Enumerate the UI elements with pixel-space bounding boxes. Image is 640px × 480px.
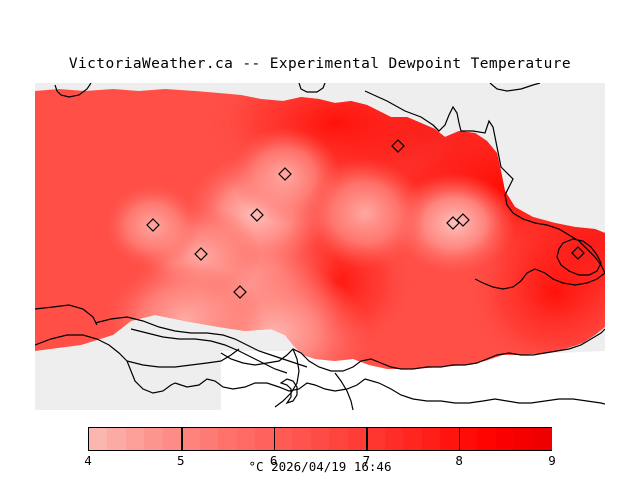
colorbar-tick: [273, 428, 276, 450]
colorbar-swatch: [181, 428, 201, 450]
colorbar-swatch: [199, 428, 220, 450]
colorbar-tick-label: 4: [84, 453, 92, 468]
colorbar-swatch: [532, 428, 552, 450]
colorbar-footer-label: °C 2026/04/19 16:46: [248, 459, 392, 474]
colorbar-swatch: [255, 428, 275, 450]
dewpoint-map-panel[interactable]: [35, 83, 605, 410]
colorbar-swatch: [162, 428, 183, 450]
colorbar-tick-label: 9: [548, 453, 556, 468]
colorbar[interactable]: [88, 427, 552, 451]
colorbar-swatch: [366, 428, 386, 450]
colorbar-swatch: [440, 428, 460, 450]
colorbar-swatch: [477, 428, 497, 450]
colorbar-swatch: [89, 428, 109, 450]
page-title: VictoriaWeather.ca -- Experimental Dewpo…: [68, 56, 572, 72]
colorbar-tick-label: 6: [269, 453, 278, 468]
colorbar-swatch: [218, 428, 238, 450]
colorbar-swatch: [144, 428, 164, 450]
colorbar-swatch: [236, 428, 256, 450]
colorbar-swatch: [347, 428, 367, 450]
colorbar-tick: [181, 428, 183, 450]
colorbar-swatch: [310, 428, 330, 450]
station-marker[interactable]: [456, 213, 470, 227]
colorbar-swatch: [107, 428, 127, 450]
colorbar-tick: [366, 428, 368, 450]
colorbar-swatch: [329, 428, 349, 450]
station-marker[interactable]: [278, 167, 292, 181]
colorbar-swatch: [458, 428, 478, 450]
colorbar-tick-label: 5: [177, 453, 185, 468]
station-marker[interactable]: [446, 216, 460, 230]
colorbar-tick-label: 7: [362, 453, 371, 468]
station-marker[interactable]: [571, 246, 585, 260]
colorbar-container[interactable]: 4 5 6 7 8 9: [84, 427, 556, 468]
map-canvas[interactable]: [35, 83, 605, 410]
colorbar-swatch: [403, 428, 423, 450]
station-marker[interactable]: [146, 218, 160, 232]
colorbar-tick-label: 8: [455, 453, 463, 468]
colorbar-swatch: [292, 428, 312, 450]
colorbar-swatch: [421, 428, 441, 450]
station-marker[interactable]: [391, 139, 405, 153]
station-marker[interactable]: [233, 285, 247, 299]
station-markers[interactable]: [146, 139, 585, 299]
coastlines: [35, 83, 605, 410]
colorbar-tick: [458, 428, 461, 450]
colorbar-swatch: [273, 428, 293, 450]
colorbar-swatch: [125, 428, 146, 450]
colorbar-swatch: [514, 428, 534, 450]
station-marker[interactable]: [194, 247, 208, 261]
colorbar-swatch: [384, 428, 404, 450]
station-marker[interactable]: [250, 208, 264, 222]
colorbar-swatch: [495, 428, 515, 450]
